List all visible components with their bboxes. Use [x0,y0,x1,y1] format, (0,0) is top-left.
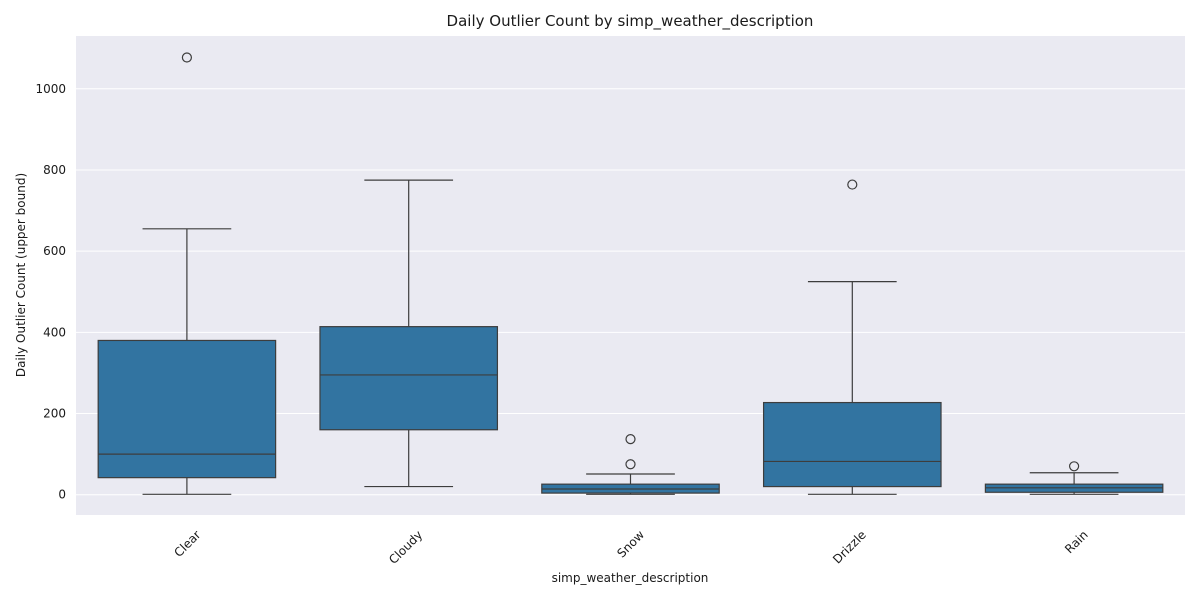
boxes [97,52,1164,495]
y-tick-label: 1000 [35,82,66,96]
iqr-box [97,339,277,479]
y-tick-label: 200 [43,407,66,421]
box-group-drizzle [762,179,942,495]
outlier-point [181,52,192,63]
outlier-point [625,433,636,445]
box-group-clear [97,52,277,495]
iqr-box [319,326,499,431]
y-axis-label: Daily Outlier Count (upper bound) [14,173,28,377]
x-axis-label: simp_weather_description [552,571,709,585]
y-tick-label: 800 [43,163,66,177]
outlier-point [1068,461,1080,472]
y-tick-label: 0 [58,488,66,502]
outlier-point [847,179,858,190]
outlier-point [625,459,636,470]
chart-title: Daily Outlier Count by simp_weather_desc… [447,12,814,31]
x-tick-label: Rain [1062,528,1091,557]
y-tick-label: 400 [43,325,66,339]
y-axis-ticks: 0 200 400 600 800 1000 [35,82,66,502]
iqr-box [762,401,942,488]
x-tick-label: Drizzle [830,528,869,567]
x-tick-label: Cloudy [386,528,425,567]
box-group-rain [984,461,1164,495]
box-group-snow [541,433,720,495]
x-tick-label: Clear [171,528,203,560]
x-tick-label: Snow [614,528,647,561]
y-tick-label: 600 [43,244,66,258]
x-axis-ticks: Clear Cloudy Snow Drizzle Rain [171,528,1090,567]
box-group-cloudy [319,179,499,488]
